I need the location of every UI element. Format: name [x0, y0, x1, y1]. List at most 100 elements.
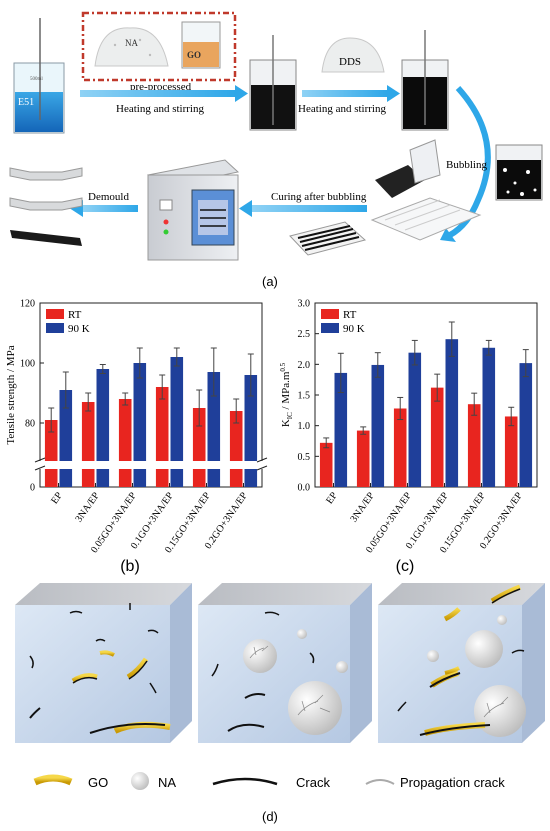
- demould-label: Demould: [88, 191, 129, 203]
- x-tick-label: EP: [49, 490, 65, 506]
- y-axis-label: KIC / MPa.m0.5: [279, 362, 294, 427]
- y-tick-label: 120: [20, 299, 35, 310]
- cube-na: [198, 583, 372, 743]
- bar-rt: [118, 399, 132, 461]
- bar-rt: [430, 387, 444, 487]
- bar-90k: [207, 372, 221, 461]
- arrow-step1: [80, 90, 235, 97]
- legend-go-label: GO: [88, 775, 108, 790]
- x-tick-label: EP: [324, 490, 340, 506]
- bar-90k: [170, 357, 184, 461]
- y-tick-label: 1.5: [298, 391, 311, 402]
- bar-rt: [504, 416, 518, 487]
- arrow-bubbling: [448, 85, 491, 238]
- axis-break-mark: [256, 465, 268, 471]
- bar-rt: [192, 408, 206, 461]
- legend-label: 90 K: [68, 323, 90, 335]
- bar-rt: [44, 420, 58, 461]
- na-powder-pile: [94, 27, 169, 67]
- legend-propagation-label: Propagation crack: [400, 775, 505, 790]
- panel-label: (b): [120, 558, 140, 575]
- y-axis-label: Tensile strength / MPa: [5, 345, 17, 444]
- beaker-e51: [13, 18, 65, 134]
- dds-powder-pile: [321, 37, 385, 73]
- arrow-curing: [252, 205, 367, 212]
- legend-propagation-icon: [365, 779, 395, 785]
- legend-crack-icon: [212, 777, 278, 786]
- axis-break-mark: [256, 457, 268, 463]
- y-tick-label: 0: [30, 483, 35, 494]
- step2-label: Heating and stirring: [298, 103, 386, 115]
- bar-90k: [59, 390, 73, 461]
- cube-go: [15, 583, 192, 743]
- bar-90k: [244, 375, 258, 461]
- bar-base-rt: [44, 469, 58, 487]
- arrow-step2: [302, 90, 387, 97]
- bar-base-90k: [170, 469, 184, 487]
- bar-rt: [229, 411, 243, 461]
- y-tick-label: 80: [25, 419, 35, 430]
- arrow-demould: [83, 205, 138, 212]
- bar-90k: [334, 372, 348, 487]
- beaker-dds-mixture: [401, 30, 449, 131]
- y-tick-label: 2.5: [298, 329, 311, 340]
- bar-rt: [155, 387, 169, 461]
- legend-label: RT: [68, 309, 82, 321]
- bar-90k: [96, 369, 110, 461]
- y-tick-label: 0.0: [298, 483, 311, 494]
- bar-base-rt: [81, 469, 95, 487]
- go-beaker: [181, 21, 221, 69]
- panel-d-schematic: GO NA Crack Propagation crack (d): [15, 583, 545, 824]
- na-label: NA: [125, 38, 138, 48]
- bar-base-90k: [59, 469, 73, 487]
- legend-swatch: [46, 309, 64, 319]
- curing-label: Curing after bubbling: [271, 191, 367, 203]
- cube-go-na: [378, 583, 545, 743]
- pouring-tray: [370, 139, 482, 241]
- mould-with-samples: [289, 221, 367, 256]
- panel-a-label: (a): [262, 274, 278, 289]
- bar-90k: [482, 347, 496, 487]
- go-label: GO: [187, 50, 201, 60]
- bar-base-rt: [155, 469, 169, 487]
- bar-90k: [371, 364, 385, 487]
- pre-processed-box: [81, 11, 237, 82]
- axis-break-mark: [34, 465, 46, 471]
- bar-rt: [356, 430, 370, 487]
- bar-rt: [319, 442, 333, 487]
- y-tick-label: 2.0: [298, 360, 311, 371]
- beaker-mixture: [249, 35, 297, 131]
- legend-na-icon: [131, 772, 149, 790]
- bar-base-90k: [244, 469, 258, 487]
- legend-label: RT: [343, 309, 357, 321]
- x-tick-label: 3NA/EP: [348, 490, 377, 524]
- legend-swatch: [321, 309, 339, 319]
- step1-label: Heating and stirring: [116, 103, 204, 115]
- legend-swatch: [321, 323, 339, 333]
- dds-label: DDS: [339, 56, 361, 68]
- y-tick-label: 1.0: [298, 421, 311, 432]
- bar-90k: [445, 339, 459, 487]
- y-tick-label: 100: [20, 359, 35, 370]
- x-tick-label: 3NA/EP: [73, 490, 102, 524]
- panel-label: (c): [396, 558, 415, 575]
- bar-90k: [408, 352, 422, 487]
- legend-label: 90 K: [343, 323, 365, 335]
- bar-90k: [133, 363, 147, 461]
- panel-a-schematic: E51 500ml NA GO pre-processed Heating an…: [9, 11, 543, 289]
- bubbling-label: Bubbling: [446, 159, 487, 171]
- plot-frame: [39, 302, 263, 488]
- dogbone-samples: [9, 167, 83, 246]
- bar-rt: [81, 402, 95, 461]
- legend-go-icon: [33, 774, 73, 786]
- legend-na-label: NA: [158, 775, 176, 790]
- bar-rt: [467, 404, 481, 487]
- panel-d-label: (d): [262, 809, 278, 824]
- axis-break-mark: [34, 457, 46, 463]
- y-tick-label: 3.0: [298, 299, 311, 310]
- beaker-e51-label: E51: [18, 97, 34, 108]
- bar-base-90k: [207, 469, 221, 487]
- y-tick-label: 0.5: [298, 452, 311, 463]
